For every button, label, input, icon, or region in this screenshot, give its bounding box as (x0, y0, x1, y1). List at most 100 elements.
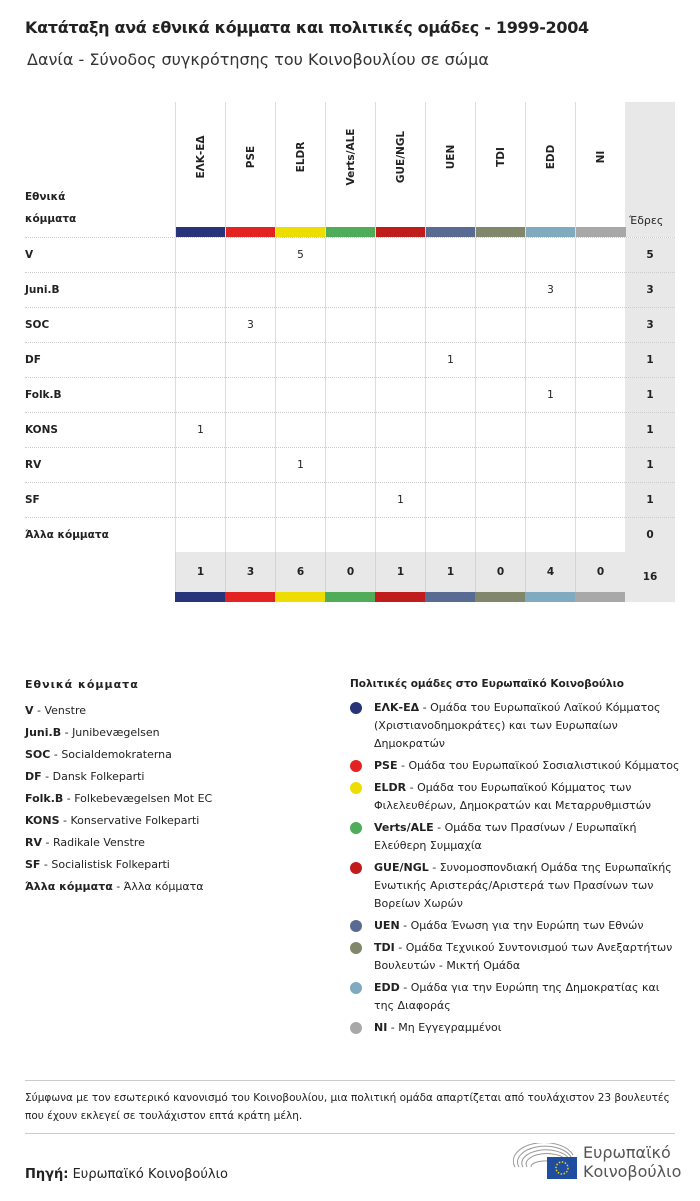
group-color-bar (425, 592, 475, 602)
parliament-hemicycle-icon (512, 1142, 577, 1179)
row-seat-total: 0 (625, 518, 675, 553)
seat-cell (475, 378, 525, 413)
group-column-header: Verts/ALE (325, 102, 376, 237)
national-parties-legend: Εθνικά κόμματα V - Venstre Juni.B - Junib… (25, 678, 212, 898)
seat-cell (225, 343, 275, 378)
seat-cell (275, 308, 325, 343)
logo-line1: Ευρωπαϊκό (583, 1143, 671, 1162)
party-name: Venstre (44, 704, 86, 717)
group-color-bar (175, 592, 225, 602)
row-seat-total: 3 (625, 273, 675, 308)
logo-line2: Κοινοβούλιο (583, 1162, 682, 1181)
group-total: 0 (325, 552, 375, 592)
seat-cell (175, 308, 225, 343)
group-color-bar (525, 592, 575, 602)
seat-cell (375, 413, 425, 448)
national-legend-item: Άλλα κόμματα - Άλλα κόμματα (25, 880, 204, 893)
group-legend-item: ΕΛΚ-ΕΔ - Ομάδα του Ευρωπαϊκού Λαϊκού Κόμ… (350, 699, 680, 753)
group-column-header: EDD (525, 102, 576, 237)
table-row: KONS 1 1 (25, 412, 675, 448)
group-code: ELDR (294, 141, 307, 173)
row-seat-total: 5 (625, 238, 675, 273)
seat-cell (475, 238, 525, 273)
party-label: Άλλα κόμματα (25, 529, 109, 541)
seat-cell (575, 273, 625, 308)
party-abbr: Άλλα κόμματα (25, 880, 113, 893)
group-code: TDI (494, 147, 507, 167)
seat-cell (225, 273, 275, 308)
seat-cell (325, 378, 375, 413)
party-label: KONS (25, 424, 58, 436)
group-color-bar (376, 227, 426, 237)
seat-cell (425, 518, 475, 553)
party-label: SF (25, 494, 40, 506)
seat-cell (525, 413, 575, 448)
seat-cell (425, 448, 475, 483)
group-abbr: EDD (374, 981, 400, 994)
seat-cell (275, 518, 325, 553)
party-label: RV (25, 459, 42, 471)
seat-cell (375, 343, 425, 378)
seat-cell (225, 238, 275, 273)
seat-cell (175, 518, 225, 553)
party-label: Juni.B (25, 284, 60, 296)
group-name: Ομάδα Ένωση για την Ευρώπη των Εθνών (410, 919, 644, 932)
row-seat-total: 1 (625, 378, 675, 413)
national-legend-title: Εθνικά κόμματα (25, 678, 139, 691)
group-abbr: ΕΛΚ-ΕΔ (374, 701, 420, 714)
group-color-bar (325, 592, 375, 602)
group-abbr: NI (374, 1021, 388, 1034)
seat-cell (525, 518, 575, 553)
group-color-bar (426, 227, 476, 237)
seat-cell (425, 308, 475, 343)
party-name: Folkebevægelsen Mot EC (74, 792, 213, 805)
group-color-dot (350, 982, 362, 994)
seats-header-label: Έδρες (629, 214, 664, 227)
row-seat-total: 3 (625, 308, 675, 343)
seat-cell (475, 518, 525, 553)
national-legend-item: DF - Dansk Folkeparti (25, 770, 145, 783)
group-color-bar (476, 227, 526, 237)
seat-cell (475, 483, 525, 518)
group-color-bar (576, 227, 626, 237)
group-abbr: TDI (374, 941, 395, 954)
seat-cell (425, 238, 475, 273)
seat-cell (175, 483, 225, 518)
party-label: Folk.B (25, 389, 62, 401)
national-legend-item: RV - Radikale Venstre (25, 836, 145, 849)
group-color-bar (276, 227, 326, 237)
group-legend-item: UEN - Ομάδα Ένωση για την Ευρώπη των Εθν… (350, 917, 680, 935)
group-abbr: GUE/NGL (374, 861, 429, 874)
seat-cell (225, 483, 275, 518)
page-title: Κατάταξη ανά εθνικά κόμματα και πολιτικέ… (25, 18, 589, 37)
party-name: Junibevægelsen (72, 726, 160, 739)
group-name: Ομάδα Τεχνικού Συντονισμού των Ανεξαρτήτ… (374, 941, 673, 972)
group-name: Ομάδα των Πρασίνων / Ευρωπαϊκή Ελεύθερη … (374, 821, 637, 852)
group-code: ΕΛΚ-ΕΔ (194, 135, 207, 179)
group-color-bar (526, 227, 576, 237)
group-column-header: ΕΛΚ-ΕΔ (175, 102, 226, 237)
seat-cell: 3 (525, 273, 575, 308)
group-name: Ομάδα του Ευρωπαϊκού Σοσιαλιστικού Κόμμα… (408, 759, 680, 772)
group-legend-item: Verts/ALE - Ομάδα των Πρασίνων / Ευρωπαϊ… (350, 819, 680, 855)
group-total: 1 (375, 552, 425, 592)
national-legend-item: KONS - Konservative Folkeparti (25, 814, 200, 827)
party-name: Konservative Folkeparti (70, 814, 200, 827)
group-color-dot (350, 862, 362, 874)
seat-cell (175, 273, 225, 308)
groups-legend-title: Πολιτικές ομάδες στο Ευρωπαϊκό Κοινοβούλ… (350, 678, 624, 690)
national-legend-item: SOC - Socialdemokraterna (25, 748, 172, 761)
seat-cell (375, 448, 425, 483)
group-name: Ομάδα του Ευρωπαϊκού Κόμματος των Φιλελε… (374, 781, 652, 812)
seat-cell (325, 483, 375, 518)
group-legend-item: TDI - Ομάδα Τεχνικού Συντονισμού των Ανε… (350, 939, 680, 975)
party-name: Socialdemokraterna (61, 748, 172, 761)
seat-cell (325, 518, 375, 553)
seat-cell: 1 (525, 378, 575, 413)
group-color-bar (575, 592, 625, 602)
row-seat-total: 1 (625, 483, 675, 518)
seat-cell (175, 378, 225, 413)
group-legend-item: GUE/NGL - Συνομοσπονδιακή Ομάδα της Ευρω… (350, 859, 680, 913)
group-color-bar (375, 592, 425, 602)
table-row: Folk.B 1 1 (25, 377, 675, 413)
